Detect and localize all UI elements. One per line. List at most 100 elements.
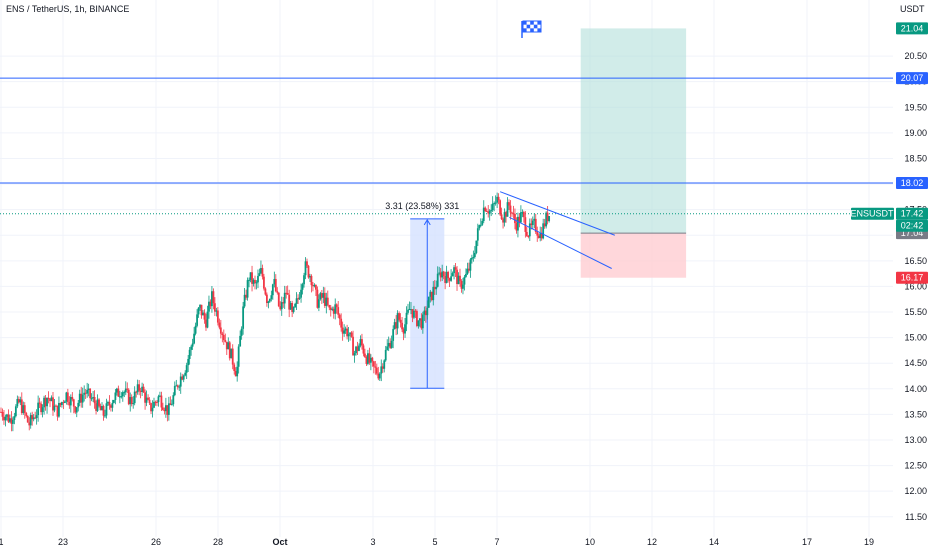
candle-body xyxy=(436,273,439,287)
candle-body xyxy=(494,202,497,204)
candle-body xyxy=(111,402,114,408)
candle-body xyxy=(267,301,270,304)
candle-body xyxy=(203,312,206,320)
candle-body xyxy=(502,219,504,223)
candle-body xyxy=(157,396,160,403)
candle-body xyxy=(378,373,381,379)
candle-body xyxy=(216,310,219,323)
candle-body xyxy=(441,271,444,278)
candle-body xyxy=(491,203,494,211)
candle-body xyxy=(181,376,184,380)
price-tick-label: 19.50 xyxy=(904,102,927,112)
candle-body xyxy=(233,364,236,372)
candle-body xyxy=(543,223,546,227)
candle-body xyxy=(150,403,152,412)
price-badges: 21.04 20.07 18.02 17.42 17.04 16.17 02:42 ENSUS… xyxy=(850,22,928,284)
stop-zone[interactable] xyxy=(580,233,687,278)
candle-body xyxy=(340,318,343,328)
candle-body xyxy=(75,407,78,413)
candle-body xyxy=(328,304,331,308)
candle-body xyxy=(304,261,307,276)
candle-body xyxy=(274,278,277,292)
candle-body xyxy=(40,403,43,413)
candle-body xyxy=(295,298,298,304)
price-tick-label: 19.00 xyxy=(904,128,927,138)
candle-body xyxy=(118,396,121,398)
candle-body xyxy=(372,361,375,367)
candle-body xyxy=(291,302,294,312)
candle-body xyxy=(375,367,378,374)
candle-body xyxy=(179,376,182,387)
candle-body xyxy=(126,388,129,390)
target-zone[interactable] xyxy=(580,28,687,234)
candle-body xyxy=(454,267,457,270)
candle-body xyxy=(164,405,167,412)
candle-body xyxy=(358,345,360,351)
time-tick-label: 19 xyxy=(864,537,874,547)
candle-body xyxy=(545,212,548,227)
candle-body xyxy=(519,212,522,223)
candle-body xyxy=(242,306,245,329)
candle-body xyxy=(273,278,276,285)
candle-body xyxy=(514,214,516,224)
candle-body xyxy=(306,261,308,266)
candle-body xyxy=(19,399,22,403)
channel-line[interactable] xyxy=(499,191,615,236)
candle-body xyxy=(401,322,403,330)
candle-body xyxy=(469,259,472,271)
candle-body xyxy=(127,389,130,405)
candle-body xyxy=(481,220,484,225)
candle-body xyxy=(130,397,133,404)
candle-body xyxy=(188,349,191,359)
candle-body xyxy=(221,333,224,336)
candle-body xyxy=(470,257,473,260)
candle-body xyxy=(72,399,75,407)
candle-body xyxy=(34,417,37,419)
candle-body xyxy=(361,339,363,346)
candle-body xyxy=(279,306,282,310)
candle-body xyxy=(185,365,188,373)
candle-body xyxy=(488,210,491,214)
candle-body xyxy=(14,406,17,417)
candle-body xyxy=(524,217,527,232)
candle-body xyxy=(527,235,530,237)
candle-body xyxy=(98,399,100,406)
candle-body xyxy=(335,304,338,308)
candle-body xyxy=(424,310,427,316)
candle-body xyxy=(173,386,176,396)
candle-body xyxy=(392,329,395,341)
candle-body xyxy=(315,284,317,290)
channel-line[interactable] xyxy=(509,216,612,269)
candle-body xyxy=(265,294,268,304)
countdown-badge xyxy=(896,219,928,232)
candle-body xyxy=(426,307,429,316)
candle-body xyxy=(224,340,227,342)
candle-body xyxy=(26,415,29,423)
candle-body xyxy=(334,304,337,314)
candle-body xyxy=(451,273,454,277)
candle-body xyxy=(439,272,442,278)
candle-body xyxy=(144,392,146,403)
candle-body xyxy=(475,240,478,253)
price-tick-label: 16.50 xyxy=(904,256,927,266)
candle-body xyxy=(433,286,436,290)
measure-tool: 3.31 (23.58%) 331 xyxy=(385,201,459,389)
candle-body xyxy=(32,417,35,420)
candle-body xyxy=(141,386,144,392)
candle-body xyxy=(16,398,19,407)
candle-body xyxy=(230,348,233,359)
flag-check xyxy=(526,24,531,29)
candle-body xyxy=(423,310,426,315)
time-tick-label: 10 xyxy=(585,537,595,547)
candle-body xyxy=(301,284,304,290)
candle-body xyxy=(43,397,45,408)
candle-body xyxy=(258,273,261,276)
candle-body xyxy=(193,333,196,344)
candle-body xyxy=(338,314,341,319)
candle-body xyxy=(63,401,66,404)
candle-body xyxy=(459,275,461,282)
candle-body xyxy=(234,371,237,377)
candle-body xyxy=(55,405,57,407)
candles xyxy=(0,192,551,432)
